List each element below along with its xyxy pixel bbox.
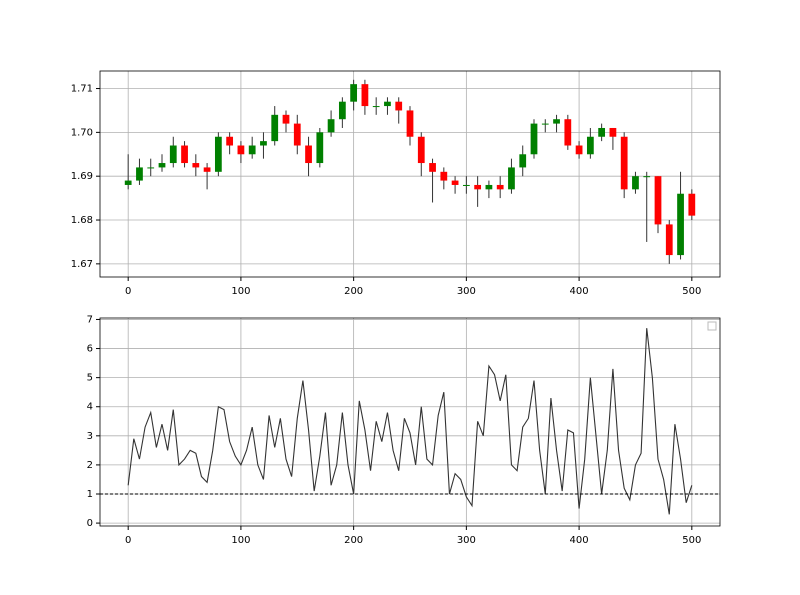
y-tick-label: 7 xyxy=(87,314,93,325)
y-tick-label: 1.69 xyxy=(71,171,93,182)
y-tick-label: 4 xyxy=(87,402,93,413)
candle-body xyxy=(598,127,606,137)
candle-body xyxy=(462,184,470,186)
candle-body xyxy=(474,184,482,190)
y-tick-label: 1 xyxy=(87,489,93,500)
candle-body xyxy=(530,123,538,155)
candle-body xyxy=(620,136,628,190)
candle-body xyxy=(260,141,267,146)
candle-body xyxy=(293,123,301,146)
candle-body xyxy=(677,193,684,256)
candle-body xyxy=(169,145,177,164)
candle-body xyxy=(508,167,515,190)
candle-body xyxy=(181,145,188,164)
candle-body xyxy=(282,114,290,124)
candle-body xyxy=(429,163,436,172)
x-tick-label: 200 xyxy=(344,286,363,297)
x-tick-label: 0 xyxy=(125,286,131,297)
legend-box xyxy=(707,321,717,331)
y-tick-label: 5 xyxy=(87,373,93,384)
candle-body xyxy=(203,167,211,172)
y-tick-label: 3 xyxy=(87,431,93,442)
candle-body xyxy=(327,119,335,133)
candle-body xyxy=(519,154,527,168)
candle-body xyxy=(147,167,155,169)
y-tick-label: 1.71 xyxy=(71,84,93,95)
candle-body xyxy=(158,163,166,168)
candle-body xyxy=(271,114,279,142)
candle-body xyxy=(361,84,369,107)
candle-body xyxy=(395,101,403,111)
axes-frame xyxy=(99,70,721,278)
candle-body xyxy=(305,145,312,164)
y-tick-label: 1.70 xyxy=(71,127,93,138)
candle-body xyxy=(338,101,346,120)
candle-body xyxy=(541,123,549,125)
candle-body xyxy=(406,110,414,137)
candle-body xyxy=(688,193,696,216)
x-tick-label: 0 xyxy=(125,535,131,546)
candle-body xyxy=(654,176,662,225)
candle-body xyxy=(496,184,504,190)
candle-body xyxy=(643,176,651,178)
x-tick-label: 100 xyxy=(231,286,250,297)
candle-body xyxy=(192,163,200,168)
candle-body xyxy=(417,136,425,164)
x-tick-label: 300 xyxy=(457,286,476,297)
axes-frame xyxy=(99,317,721,527)
x-tick-label: 300 xyxy=(457,535,476,546)
x-tick-label: 200 xyxy=(344,535,363,546)
candle-body xyxy=(564,119,572,146)
candle-body xyxy=(214,136,222,172)
x-tick-label: 400 xyxy=(570,535,589,546)
candle-body xyxy=(485,184,493,190)
candle-body xyxy=(316,132,324,164)
candle-body xyxy=(632,176,639,190)
candle-body xyxy=(609,127,617,137)
candle-body xyxy=(136,167,143,181)
candle-body xyxy=(384,101,391,107)
y-tick-label: 6 xyxy=(87,344,93,355)
y-tick-label: 1.68 xyxy=(71,215,93,226)
x-tick-label: 400 xyxy=(570,286,589,297)
candle-body xyxy=(237,145,245,155)
candle-body xyxy=(553,119,560,124)
candle-body xyxy=(226,136,234,146)
candle-body xyxy=(586,136,594,155)
line xyxy=(127,328,693,515)
x-tick-label: 500 xyxy=(682,286,701,297)
x-tick-label: 100 xyxy=(231,535,250,546)
candle-body xyxy=(372,106,380,108)
y-tick-label: 2 xyxy=(87,460,93,471)
y-tick-label: 1.67 xyxy=(71,259,93,270)
candle-body xyxy=(665,224,673,256)
candle-body xyxy=(248,145,256,155)
candle-body xyxy=(440,171,448,181)
x-tick-label: 500 xyxy=(682,535,701,546)
candle-body xyxy=(124,180,132,185)
candle-body xyxy=(350,84,358,102)
y-tick-label: 0 xyxy=(87,518,93,529)
candle-body xyxy=(575,145,583,155)
candle-body xyxy=(451,180,459,185)
